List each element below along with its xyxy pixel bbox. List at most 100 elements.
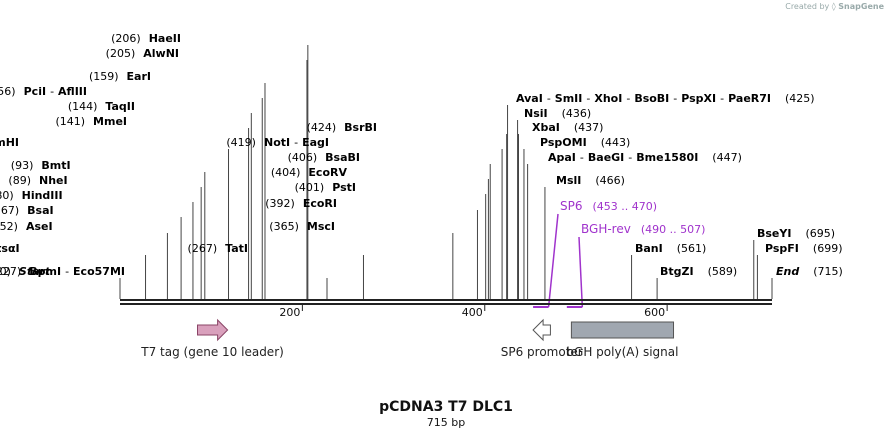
- site-label-bpmi: (227) BpmI-Eco57MI: [0, 265, 125, 278]
- site-pos-nhei: (89): [8, 174, 31, 187]
- site-pos-bani: (561): [677, 242, 707, 255]
- site-label-bani: BanI (561): [635, 242, 706, 255]
- enzyme-name-baegi: BaeGI: [588, 151, 624, 164]
- enzyme-name-asei: AseI: [26, 220, 53, 233]
- site-label-xbai: XbaI (437): [532, 121, 603, 134]
- enzyme-name-apai: ApaI: [548, 151, 576, 164]
- site-pos-xbai: (437): [574, 121, 604, 134]
- enzyme-name-psti: PstI: [332, 181, 356, 194]
- site-sep-avai-2: -: [586, 92, 590, 105]
- site-label-noti: (419) NotI - EagI: [226, 136, 329, 149]
- enzyme-name-nsii: NsiI: [524, 107, 548, 120]
- enzyme-name-end: End: [776, 265, 799, 278]
- site-label-msci: (365) MscI: [269, 220, 335, 233]
- site-label-mmei: (141) MmeI: [55, 115, 127, 128]
- site-pos-haeii: (206): [111, 32, 141, 45]
- primer-label-sp6: SP6 (453 .. 470): [560, 199, 657, 213]
- site-label-pspomi: PspOMI (443): [540, 136, 630, 149]
- primer-leader-sp6: [547, 213, 559, 308]
- enzyme-name-avai: AvaI: [516, 92, 543, 105]
- site-label-ecorv: (404) EcoRV: [271, 166, 348, 179]
- enzyme-name-btgzi: BtgZI: [660, 265, 694, 278]
- enzyme-name-ecori: EcoRI: [303, 197, 337, 210]
- plasmid-title: pCDNA3 T7 DLC1: [379, 399, 513, 415]
- site-label-taqii: (144) TaqII: [68, 100, 135, 113]
- site-sep-noti-1: -: [294, 136, 298, 149]
- site-label-eari: (159) EarI: [89, 70, 151, 83]
- enzyme-name-pspomi: PspOMI: [540, 136, 587, 149]
- site-label-ecori: (392) EcoRI: [265, 197, 337, 210]
- site-label-pcii: (156) PciI-AflIII: [0, 85, 87, 98]
- site-pos-taqii: (144): [68, 100, 98, 113]
- site-pos-nsii: (436): [562, 107, 592, 120]
- primer-label-bgh-rev: BGH-rev (490 .. 507): [581, 222, 705, 236]
- feature-shape-sp6-promoter: [532, 318, 551, 342]
- site-label-avai: AvaI - SmII - XhoI - BsoBI - PspXI - PaeR7I (425): [516, 92, 815, 105]
- enzyme-name-tati: TatI: [225, 242, 248, 255]
- credit-prefix: Created by: [785, 2, 830, 11]
- site-pos-alwni: (205): [106, 47, 136, 60]
- site-pos-pcii: (156): [0, 85, 16, 98]
- site-label-bsrbi: (424) BsrBI: [307, 121, 377, 134]
- site-label-start: (0) Start: [0, 265, 51, 278]
- ruler: 200 400 600: [279, 305, 668, 319]
- site-pos-apai: (447): [712, 151, 742, 164]
- site-pos-msli: (466): [595, 174, 625, 187]
- enzyme-name-pcii: PciI: [24, 85, 46, 98]
- site-pos-btgzi: (589): [708, 265, 738, 278]
- enzyme-name-paer7i: PaeR7I: [728, 92, 771, 105]
- site-sep-avai-3: -: [626, 92, 630, 105]
- enzyme-name-bpmi: BpmI: [29, 265, 61, 278]
- site-pos-tati: (267): [188, 242, 218, 255]
- enzyme-name-smii: SmII: [555, 92, 583, 105]
- site-pos-mmei: (141): [55, 115, 85, 128]
- site-pos-end: (715): [813, 265, 843, 278]
- feature-shape-bgh-poly-a-signal: [570, 321, 675, 339]
- enzyme-name-xhoi: XhoI: [594, 92, 622, 105]
- ruler-label-600: 600: [644, 306, 665, 319]
- site-label-bsabi: (406) BsaBI: [288, 151, 360, 164]
- plasmid-length: 715 bp: [426, 416, 466, 429]
- site-pos-eari: (159): [89, 70, 119, 83]
- feature-label-bgh-poly-a-signal: bGH poly(A) signal: [566, 345, 678, 359]
- enzyme-name-haeii: HaeII: [149, 32, 181, 45]
- enzyme-name-bsai: BsaI: [27, 204, 53, 217]
- enzyme-name-bsobi: BsoBI: [634, 92, 669, 105]
- site-pos-msci: (365): [269, 220, 299, 233]
- ruler-label-400: 400: [462, 306, 483, 319]
- sequence-backbone-top: [120, 299, 772, 301]
- site-pos-bsrbi: (424): [307, 121, 337, 134]
- primer-name-sp6: SP6: [560, 199, 583, 213]
- enzyme-name-bani: BanI: [635, 242, 663, 255]
- site-label-bseyi: BseYI (695): [757, 227, 835, 240]
- feature-label-t7-tag-gene-10-leader: T7 tag (gene 10 leader): [140, 345, 284, 359]
- site-pos-avai: (425): [785, 92, 815, 105]
- primer-layer: SP6 (453 .. 470) BGH-rev (490 .. 507): [533, 199, 705, 308]
- feature-shape-t7-tag-gene-10-leader: [197, 318, 229, 342]
- site-pos-noti: (419): [226, 136, 256, 149]
- site-sep-avai-5: -: [720, 92, 724, 105]
- site-lines: [119, 45, 773, 301]
- snapgene-logo-icon: ◊: [831, 2, 836, 11]
- primer-range-bgh-rev: (490 .. 507): [641, 223, 706, 236]
- enzyme-name-mmei: MmeI: [93, 115, 127, 128]
- site-pos-ecorv: (404): [271, 166, 301, 179]
- site-sep-avai-1: -: [547, 92, 551, 105]
- site-labels: (0) Start (28)BtsI-BtsαI (52) AseI (67) BsaI (8…: [0, 32, 843, 278]
- enzyme-name-eco57mi: Eco57MI: [73, 265, 125, 278]
- site-sep-apai-2: -: [628, 151, 632, 164]
- site-label-bmti: (93) BmtI: [11, 159, 71, 172]
- site-pos-pspfi: (699): [813, 242, 843, 255]
- enzyme-name-bts-i: BtsαI: [0, 242, 20, 255]
- site-label-psti: (401) PstI: [295, 181, 356, 194]
- brand-name: SnapGene: [838, 2, 884, 11]
- enzyme-name-pspfi: PspFI: [765, 242, 799, 255]
- site-label-btsi: (28)BtsI-BtsαI: [0, 242, 20, 255]
- site-label-msli: MslI (466): [556, 174, 625, 187]
- enzyme-name-eari: EarI: [127, 70, 151, 83]
- site-pos-asei: (52): [0, 220, 18, 233]
- site-label-btgzi: BtgZI (589): [660, 265, 737, 278]
- primer-name-bgh-rev: BGH-rev: [581, 222, 631, 236]
- enzyme-name-afliii: AflIII: [58, 85, 87, 98]
- enzyme-name-pspxi: PspXI: [681, 92, 716, 105]
